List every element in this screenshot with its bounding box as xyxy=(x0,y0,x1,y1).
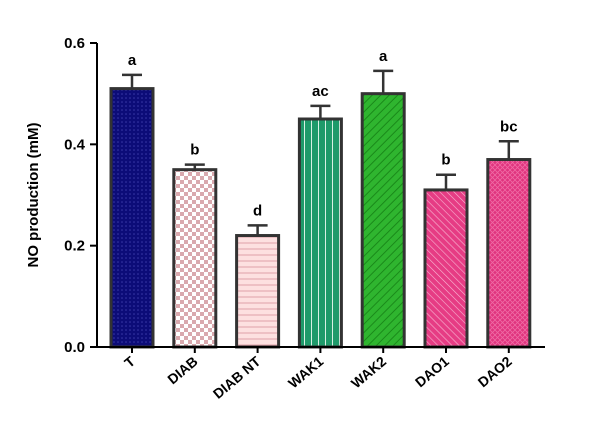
error-bar xyxy=(498,140,519,160)
annotation: a xyxy=(128,52,137,69)
annotation: b xyxy=(441,152,450,169)
y-tick-label: 0.0 xyxy=(64,339,85,356)
bar xyxy=(360,92,406,349)
bar xyxy=(109,87,155,349)
annotation: d xyxy=(253,202,262,219)
x-tick-label: DIAB xyxy=(164,353,201,387)
bar xyxy=(235,234,281,349)
annotation: b xyxy=(190,142,199,159)
y-axis-label: NO production (mM) xyxy=(25,123,42,268)
bar xyxy=(486,158,532,349)
annotation: ac xyxy=(312,83,329,100)
error-bar xyxy=(184,163,205,170)
y-tick-label: 0.6 xyxy=(64,35,85,52)
x-tick-label: WAK1 xyxy=(285,353,326,391)
bar xyxy=(297,117,343,349)
annotation: bc xyxy=(500,118,518,135)
x-tick-label: DAO1 xyxy=(412,353,452,390)
y-tick-label: 0.2 xyxy=(64,238,85,255)
error-bar xyxy=(373,69,394,94)
x-tick-label: T xyxy=(121,353,138,371)
error-bar xyxy=(122,73,142,89)
x-tick-label: DAO2 xyxy=(475,353,515,390)
bar xyxy=(172,168,218,349)
error-bar xyxy=(247,224,268,236)
x-tick-label: DIAB NT xyxy=(210,353,264,402)
error-bar xyxy=(436,173,456,190)
bar xyxy=(423,188,469,349)
x-tick-label: WAK2 xyxy=(348,353,389,391)
y-tick-label: 0.4 xyxy=(64,136,86,153)
error-bar xyxy=(310,104,331,119)
annotation: a xyxy=(379,48,388,65)
